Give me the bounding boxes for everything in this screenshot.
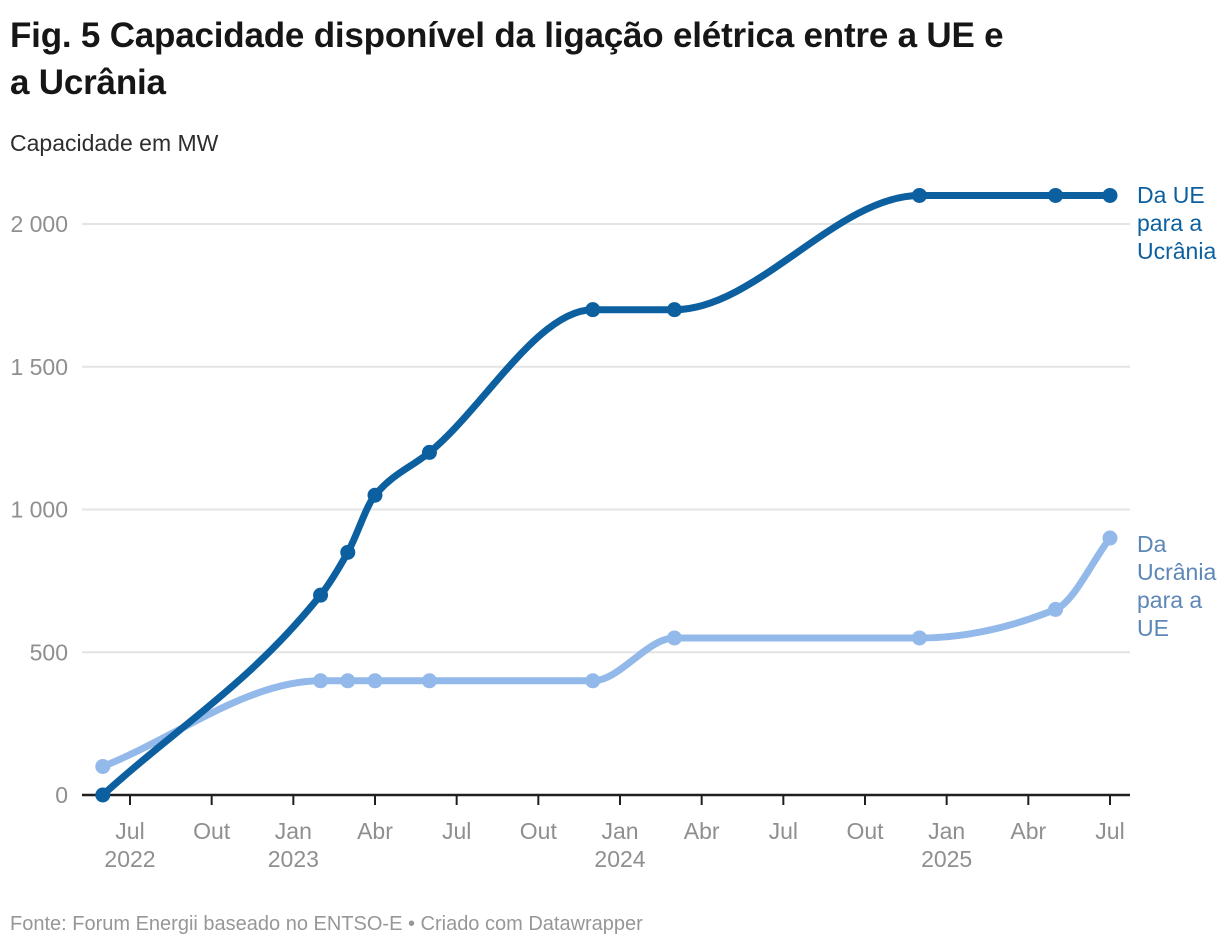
data-point-marker <box>1102 530 1118 546</box>
x-axis-month-label: Abr <box>1010 818 1046 844</box>
y-axis-tick-label: 500 <box>30 639 68 665</box>
data-point-marker <box>911 187 927 203</box>
y-axis-tick-label: 2 000 <box>10 211 68 237</box>
y-axis-tick-label: 0 <box>55 782 68 808</box>
data-point-marker <box>313 673 329 689</box>
data-point-marker <box>1102 187 1118 203</box>
data-point-marker <box>95 787 111 803</box>
x-axis-year-label: 2025 <box>921 846 972 872</box>
data-point-marker <box>367 673 383 689</box>
data-point-marker <box>666 302 682 318</box>
data-point-marker <box>95 758 111 774</box>
y-axis-tick-label: 1 500 <box>10 354 68 380</box>
source-note: Fonte: Forum Energii baseado no ENTSO-E … <box>10 913 643 935</box>
data-point-marker <box>585 673 601 689</box>
data-point-marker <box>421 673 437 689</box>
x-axis-month-label: Abr <box>684 818 720 844</box>
series-label-da-ucrania-para-a-ue: Da Ucrânia para a UE <box>1137 531 1217 641</box>
x-axis-month-label: Out <box>846 818 884 844</box>
x-axis-year-label: 2023 <box>268 846 319 872</box>
y-axis-tick-label: 1 000 <box>10 497 68 523</box>
data-point-marker <box>340 673 356 689</box>
data-point-marker <box>666 630 682 646</box>
x-axis-month-label: Jan <box>928 818 965 844</box>
x-axis-month-label: Jul <box>442 818 471 844</box>
x-axis-month-label: Out <box>193 818 231 844</box>
x-axis-month-label: Jul <box>115 818 144 844</box>
x-axis-year-label: 2022 <box>104 846 155 872</box>
data-point-marker <box>1048 187 1064 203</box>
x-axis-month-label: Abr <box>357 818 393 844</box>
data-point-marker <box>421 444 437 460</box>
x-axis-month-label: Jul <box>1095 818 1124 844</box>
data-point-marker <box>585 302 601 318</box>
series-label-da-ue-para-a-ucrania: Da UE para a Ucrânia <box>1137 182 1217 264</box>
x-axis-month-label: Jul <box>769 818 798 844</box>
chart-title: Fig. 5 Capacidade disponível da ligação … <box>10 16 1004 102</box>
series-line-eu-para-ucrania <box>99 191 1114 799</box>
x-axis-month-label: Out <box>520 818 558 844</box>
chart-subtitle: Capacidade em MW <box>10 130 219 156</box>
x-axis-year-label: 2024 <box>594 846 645 872</box>
x-axis-month-label: Jan <box>601 818 638 844</box>
data-point-marker <box>911 630 927 646</box>
x-axis-month-label: Jan <box>275 818 312 844</box>
data-point-marker <box>367 487 383 503</box>
data-point-marker <box>340 544 356 560</box>
data-point-marker <box>313 587 329 603</box>
data-point-marker <box>1048 601 1064 617</box>
